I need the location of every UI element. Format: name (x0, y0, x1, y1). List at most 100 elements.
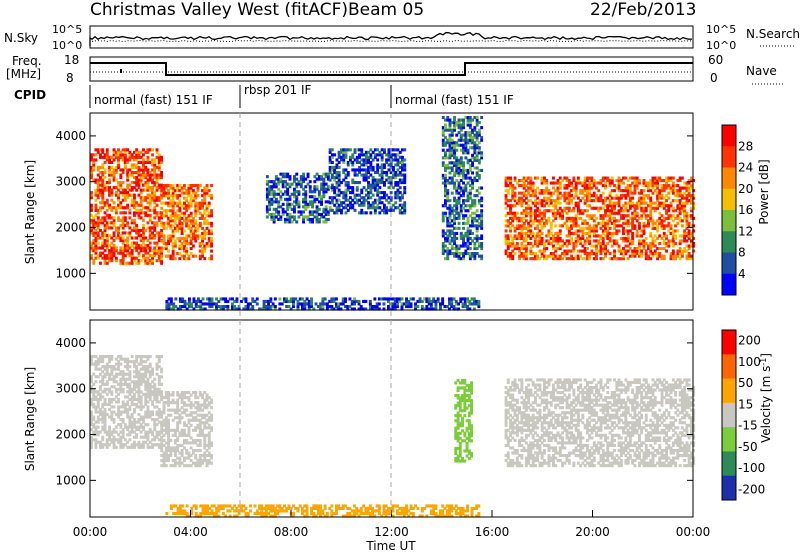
echo-cell (567, 216, 571, 220)
echo-cell (471, 221, 474, 225)
echo-cell (651, 252, 655, 256)
echo-cell (540, 199, 544, 203)
echo-cell (450, 206, 454, 210)
echo-cell (108, 397, 111, 401)
echo-cell (658, 216, 662, 220)
echo-cell (185, 239, 189, 243)
echo-cell (128, 150, 132, 154)
echo-cell (90, 196, 93, 200)
echo-cell (468, 136, 472, 140)
echo-cell (692, 196, 696, 200)
echo-cell (148, 218, 152, 222)
echo-cell (468, 252, 472, 256)
echo-cell (155, 176, 159, 180)
echo-cell (126, 390, 130, 394)
echo-cell (540, 181, 544, 185)
echo-cell (148, 208, 152, 212)
echo-cell (558, 211, 562, 215)
echo-cell (610, 196, 614, 200)
echo-cell (543, 257, 546, 261)
echo-cell (475, 214, 479, 218)
echo-cell (201, 252, 204, 256)
echo-cell (524, 236, 528, 240)
echo-cell (392, 208, 395, 212)
echo-cell (396, 191, 400, 195)
echo-cell (133, 397, 136, 401)
echo-cell (340, 148, 343, 152)
echo-cell (335, 211, 339, 215)
echo-cell (463, 297, 467, 301)
echo-cell (457, 158, 461, 162)
echo-cell (203, 211, 207, 215)
echo-cell (286, 187, 290, 191)
echo-cell (112, 418, 116, 422)
echo-cell (126, 206, 130, 210)
echo-cell (142, 231, 145, 235)
echo-cell (128, 173, 132, 177)
echo-cell (313, 197, 317, 201)
echo-cell (103, 413, 107, 417)
echo-cell (355, 155, 359, 159)
echo-cell (304, 185, 308, 189)
echo-cell (199, 305, 203, 309)
echo-cell (403, 158, 407, 162)
echo-cell (401, 178, 404, 182)
echo-cell (139, 445, 143, 449)
echo-cell (121, 433, 125, 437)
echo-cell (144, 430, 148, 434)
echo-cell (123, 410, 127, 414)
echo-cell (464, 186, 468, 190)
echo-cell (511, 196, 515, 200)
echo-cell (453, 121, 456, 125)
echo-cell (384, 297, 388, 301)
echo-cell (581, 221, 585, 225)
echo-cell (110, 208, 114, 212)
echo-cell (117, 410, 120, 414)
echo-cell (128, 430, 132, 434)
echo-cell (453, 116, 456, 120)
echo-cell (142, 196, 145, 200)
echo-cell (680, 219, 684, 223)
echo-cell (139, 430, 143, 434)
echo-cell (624, 186, 628, 190)
echo-cell (678, 219, 682, 223)
echo-cell (297, 215, 301, 219)
echo-cell (441, 156, 445, 160)
echo-cell (667, 179, 671, 183)
echo-cell (658, 219, 662, 223)
echo-cell (367, 150, 370, 154)
echo-cell (330, 183, 334, 187)
echo-cell (117, 382, 120, 386)
echo-cell (105, 370, 109, 374)
echo-cell (662, 206, 666, 210)
echo-cell (206, 297, 209, 301)
echo-cell (371, 181, 375, 185)
echo-cell (285, 305, 289, 309)
echo-cell (169, 209, 173, 213)
echo-cell (660, 224, 664, 228)
echo-cell (617, 196, 621, 200)
echo-cell (536, 244, 540, 248)
echo-cell (185, 209, 189, 213)
echo-cell (552, 254, 555, 258)
echo-cell (540, 176, 544, 180)
echo-cell (671, 199, 675, 203)
echo-cell (146, 150, 150, 154)
echo-cell (466, 307, 469, 311)
echo-cell (466, 305, 469, 309)
echo-cell (183, 229, 186, 233)
echo-cell (269, 297, 273, 301)
echo-cell (133, 186, 136, 190)
echo-cell (376, 165, 380, 169)
echo-cell (249, 307, 252, 311)
echo-cell (304, 190, 308, 194)
echo-cell (563, 252, 567, 256)
echo-cell (678, 186, 682, 190)
echo-cell (369, 168, 373, 172)
echo-cell (364, 160, 368, 164)
echo-cell (653, 181, 657, 185)
echo-cell (610, 231, 614, 235)
echo-cell (403, 211, 407, 215)
echo-cell (601, 176, 605, 180)
echo-cell (504, 249, 508, 253)
